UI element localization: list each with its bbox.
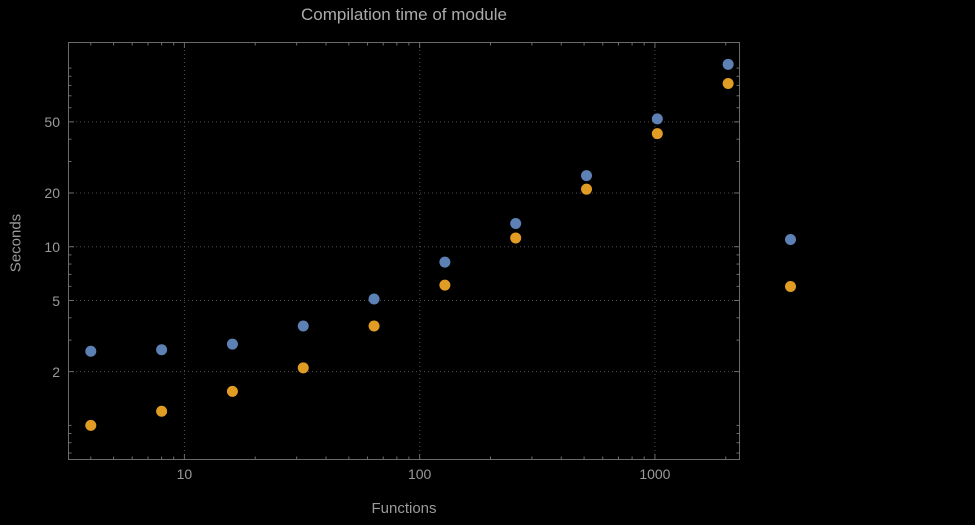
x-axis-label: Functions bbox=[371, 500, 437, 517]
data-point-blue bbox=[439, 256, 451, 268]
chart-title: Compilation time of module bbox=[301, 5, 507, 24]
legend-marker-orange-series bbox=[785, 281, 796, 292]
y-tick-label: 20 bbox=[44, 184, 60, 201]
x-tick-label: 100 bbox=[407, 466, 432, 482]
plot-area bbox=[68, 42, 740, 460]
data-point-orange bbox=[651, 128, 663, 140]
legend-marker-blue-series bbox=[785, 234, 796, 245]
data-point-blue bbox=[368, 293, 380, 305]
data-point-orange bbox=[510, 232, 522, 244]
data-point-blue bbox=[85, 345, 97, 357]
data-point-blue bbox=[581, 170, 593, 182]
y-tick-label: 10 bbox=[44, 238, 60, 255]
data-point-orange bbox=[297, 362, 309, 374]
data-point-orange bbox=[368, 320, 380, 332]
data-point-blue bbox=[651, 113, 663, 125]
x-tick-label: 10 bbox=[176, 466, 193, 482]
plot-canvas bbox=[68, 42, 740, 460]
data-point-blue bbox=[156, 344, 168, 356]
data-point-orange bbox=[581, 183, 593, 195]
data-point-blue bbox=[297, 320, 309, 332]
data-point-blue bbox=[226, 338, 238, 350]
data-point-blue bbox=[722, 58, 734, 70]
data-point-orange bbox=[85, 419, 97, 431]
data-point-orange bbox=[226, 385, 238, 397]
y-tick-label: 5 bbox=[52, 292, 60, 309]
legend bbox=[785, 234, 796, 292]
x-tick-label: 1000 bbox=[639, 466, 671, 482]
y-tick-label: 2 bbox=[52, 363, 60, 380]
data-point-orange bbox=[156, 405, 168, 417]
data-point-orange bbox=[439, 279, 451, 291]
data-point-blue bbox=[510, 217, 522, 229]
y-tick-label: 50 bbox=[44, 113, 60, 130]
data-point-orange bbox=[722, 77, 734, 89]
plot-frame bbox=[68, 42, 740, 460]
